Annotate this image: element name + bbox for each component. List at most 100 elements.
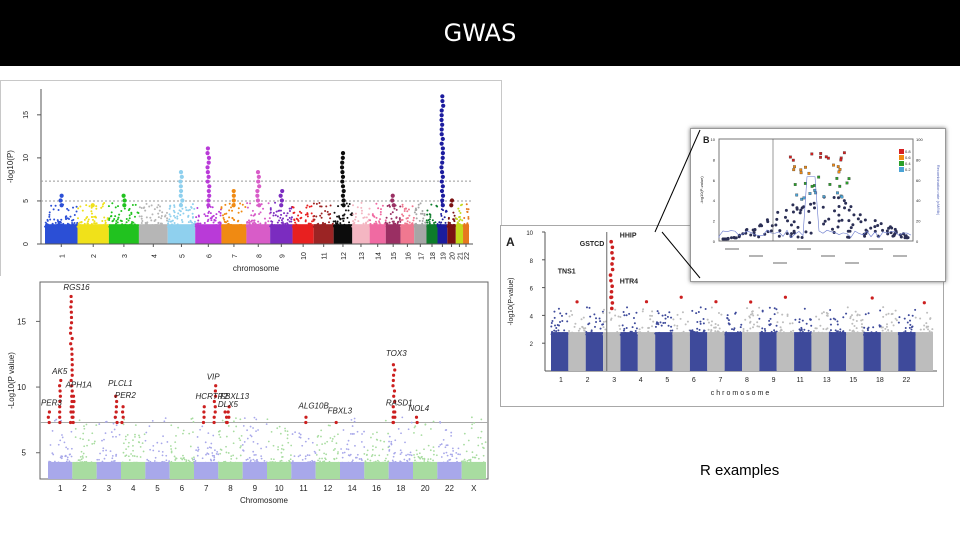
snp-point <box>56 219 59 222</box>
snp-point <box>779 331 782 334</box>
snp-point <box>102 449 105 452</box>
hit-label: RGS16 <box>63 283 90 292</box>
snp-point <box>885 229 889 233</box>
snp-point <box>272 461 275 464</box>
snp-point <box>320 435 322 438</box>
snp-point <box>843 333 846 336</box>
snp-point <box>64 216 67 219</box>
snp-point <box>734 236 738 240</box>
snp-point <box>266 418 269 421</box>
snp-point <box>382 225 385 228</box>
snp-point <box>285 224 288 227</box>
hit-tox3 <box>391 363 397 425</box>
snp-point <box>237 211 240 214</box>
snp-point <box>351 460 354 463</box>
snp-point <box>304 220 307 223</box>
snp-point <box>790 330 793 333</box>
snp-point <box>138 434 140 437</box>
snp-point <box>117 225 120 228</box>
chromosome-14-band <box>369 224 386 244</box>
snp-point <box>599 327 602 330</box>
x-tick-label: 18 <box>396 484 405 493</box>
snp-point <box>333 435 336 438</box>
snp-point <box>477 457 480 460</box>
snp-point <box>614 333 617 336</box>
hit-point <box>69 321 74 325</box>
snp-point <box>299 454 302 457</box>
snp-point <box>284 222 287 225</box>
snp-point <box>436 223 439 226</box>
snp-point <box>465 461 468 464</box>
peak-point <box>439 188 445 194</box>
snp-point <box>469 458 472 461</box>
snp-point <box>203 213 206 216</box>
snp-point <box>890 333 893 336</box>
snp-point <box>463 432 466 435</box>
chromosome-13-points <box>351 201 371 244</box>
snp-point <box>288 209 291 212</box>
snp-point <box>245 459 248 461</box>
snp-point <box>347 439 350 442</box>
snp-point <box>216 450 219 453</box>
snp-point <box>258 212 261 215</box>
snp-point <box>823 219 827 223</box>
snp-point <box>834 333 837 336</box>
snp-point <box>133 461 135 464</box>
snp-point <box>420 434 423 437</box>
snp-point <box>446 454 449 457</box>
snp-point <box>345 448 348 450</box>
snp-point <box>113 217 116 220</box>
snp-point <box>171 219 174 222</box>
hit-per3 <box>46 410 51 425</box>
snp-point <box>246 202 249 205</box>
snp-point <box>450 224 453 227</box>
snp-point <box>354 218 357 221</box>
snp-point <box>482 446 484 449</box>
snp-point <box>369 459 372 462</box>
snp-point <box>211 452 214 454</box>
snp-point <box>54 221 57 224</box>
snp-point <box>334 220 337 223</box>
x-tick-label: 14 <box>376 252 383 260</box>
chromosome-10-band <box>292 224 314 244</box>
snp-point <box>223 218 226 221</box>
snp-point <box>641 326 644 329</box>
snp-point <box>83 425 85 428</box>
snp-point <box>301 444 304 447</box>
snp-point <box>452 211 455 214</box>
snp-point <box>208 446 211 449</box>
snp-point <box>300 216 303 219</box>
snp-point <box>181 221 184 224</box>
snp-point <box>453 219 456 222</box>
snp-point <box>165 225 168 228</box>
snp-point <box>221 225 224 228</box>
snp-point <box>634 333 637 336</box>
snp-point <box>371 453 374 456</box>
snp-point <box>75 462 77 465</box>
chromosome-4-points <box>138 202 169 244</box>
snp-point <box>844 201 848 205</box>
snp-point <box>426 209 429 212</box>
snp-point <box>170 223 173 226</box>
snp-point <box>187 221 190 224</box>
snp-point <box>231 461 233 464</box>
y-tick-label: 6 <box>713 178 716 183</box>
snp-point <box>337 451 339 453</box>
snp-point <box>173 204 176 207</box>
snp-point <box>365 216 368 219</box>
snp-point <box>81 209 84 212</box>
snp-point <box>662 321 665 324</box>
snp-point <box>836 330 839 333</box>
snp-point <box>768 323 771 326</box>
snp-point <box>316 444 318 446</box>
snp-point <box>228 209 231 212</box>
snp-point <box>207 453 210 455</box>
snp-point <box>150 219 153 222</box>
snp-point <box>222 216 225 219</box>
snp-point <box>75 205 78 208</box>
snp-point <box>352 213 355 216</box>
snp-point <box>105 454 108 457</box>
snp-point <box>836 323 839 326</box>
snp-point <box>287 441 290 444</box>
hit-point <box>58 405 62 409</box>
